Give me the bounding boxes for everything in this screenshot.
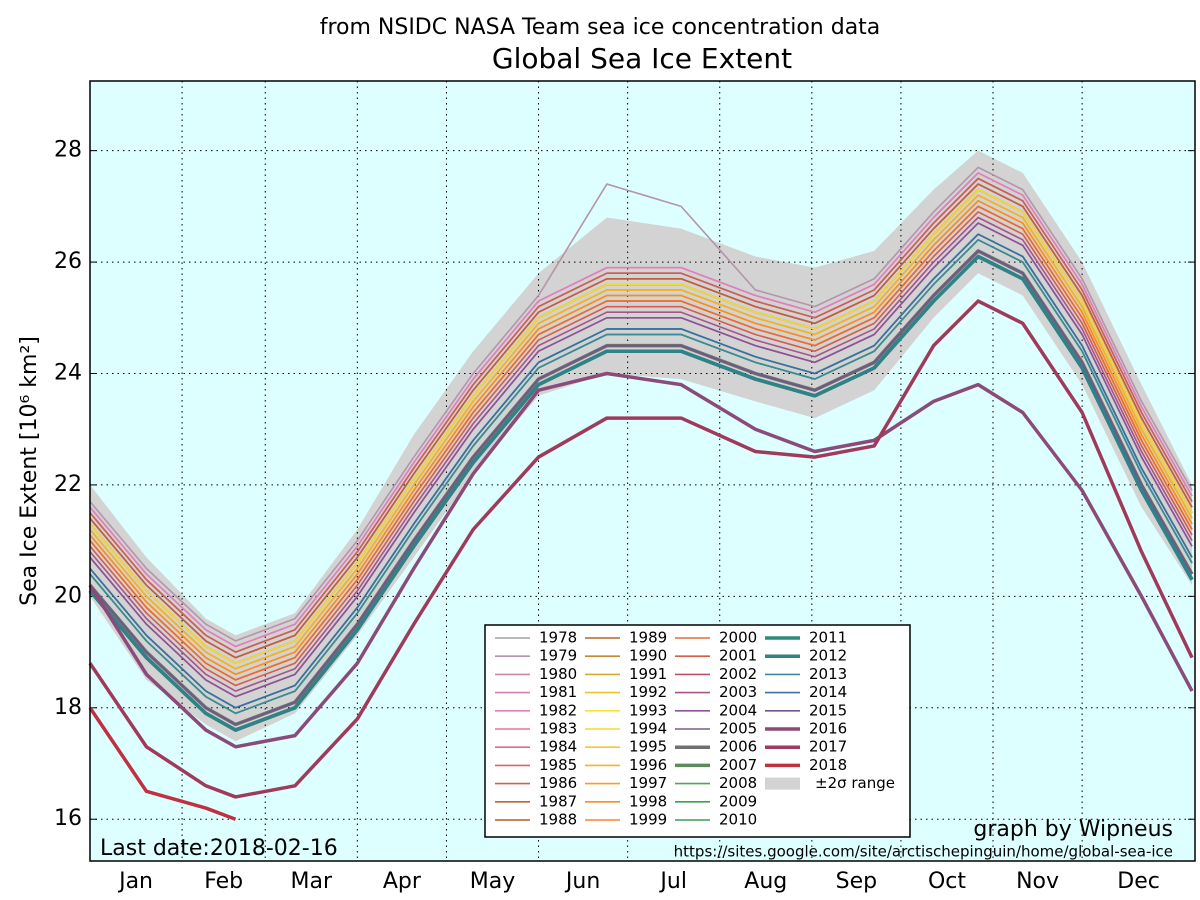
y-tick-label: 18 xyxy=(54,695,82,720)
legend-label: 1994 xyxy=(629,720,667,738)
legend-swatch xyxy=(765,777,800,790)
y-tick-label: 24 xyxy=(54,361,82,386)
legend-label: 2008 xyxy=(719,774,757,792)
legend-label: ±2σ range xyxy=(815,774,895,792)
chart-subtitle: from NSIDC NASA Team sea ice concentrati… xyxy=(320,15,881,40)
x-tick-label: Sep xyxy=(836,869,877,894)
series-line xyxy=(89,177,1193,653)
legend-label: 2000 xyxy=(719,629,757,647)
legend-label: 1997 xyxy=(629,774,667,792)
x-tick-label: Jul xyxy=(658,869,687,894)
series-line xyxy=(89,172,1193,648)
series-line xyxy=(89,194,1193,670)
series-line xyxy=(88,299,1194,799)
x-tick-label: Feb xyxy=(204,869,243,894)
series-line xyxy=(88,371,1194,749)
x-tick-label: Aug xyxy=(744,869,787,894)
series-line xyxy=(89,183,1193,659)
legend-label: 2007 xyxy=(719,756,757,774)
legend-label: 2005 xyxy=(719,720,757,738)
legend-label: 1996 xyxy=(629,756,667,774)
x-tick-label: Jun xyxy=(564,869,600,894)
x-tick-label: Apr xyxy=(383,869,422,894)
legend-label: 1986 xyxy=(539,774,577,792)
legend-label: 1988 xyxy=(539,811,577,829)
legend-label: 2017 xyxy=(809,738,847,756)
legend-label: 2006 xyxy=(719,738,757,756)
x-tick-label: Dec xyxy=(1117,869,1160,894)
legend-label: 1991 xyxy=(629,665,667,683)
legend-label: 1981 xyxy=(539,683,577,701)
legend-label: 1990 xyxy=(629,647,667,665)
series-line xyxy=(88,254,1194,732)
legend-label: 2015 xyxy=(809,701,847,719)
series-line xyxy=(89,211,1193,687)
legend-label: 1993 xyxy=(629,701,667,719)
legend-label: 2011 xyxy=(809,629,847,647)
legend-label: 1995 xyxy=(629,738,667,756)
legend-label: 1982 xyxy=(539,701,577,719)
legend-label: 2014 xyxy=(809,683,847,701)
annotation: Last date:2018-02-16 xyxy=(100,836,338,861)
legend-label: 2012 xyxy=(809,647,847,665)
legend-label: 1983 xyxy=(539,720,577,738)
series-line xyxy=(89,238,1193,715)
legend-label: 1984 xyxy=(539,738,577,756)
series-line xyxy=(89,166,1193,642)
y-axis-label: Sea Ice Extent [10⁶ km²] xyxy=(17,336,42,606)
series-line xyxy=(89,205,1193,681)
legend-label: 1999 xyxy=(629,811,667,829)
x-tick-label: Jan xyxy=(117,869,153,894)
y-tick-label: 28 xyxy=(54,138,82,163)
legend-label: 2018 xyxy=(809,756,847,774)
legend-label: 1989 xyxy=(629,629,667,647)
plot-frame xyxy=(89,80,1196,862)
series-line xyxy=(89,233,1193,709)
legend-label: 2016 xyxy=(809,720,847,738)
legend-label: 1998 xyxy=(629,792,667,810)
x-tick-label: Mar xyxy=(291,869,333,894)
legend-label: 2004 xyxy=(719,701,757,719)
series-line xyxy=(88,706,237,821)
legend-label: 2013 xyxy=(809,665,847,683)
legend-label: 2003 xyxy=(719,683,757,701)
legend-label: 1980 xyxy=(539,665,577,683)
legend-label: 2009 xyxy=(719,792,757,810)
x-tick-label: Oct xyxy=(928,869,966,894)
legend-label: 2002 xyxy=(719,665,757,683)
annotation: graph by Wipneus xyxy=(973,817,1173,842)
legend-label: 1985 xyxy=(539,756,577,774)
y-tick-label: 20 xyxy=(54,583,82,608)
y-tick-label: 26 xyxy=(54,249,82,274)
y-tick-label: 22 xyxy=(54,472,82,497)
legend-label: 2010 xyxy=(719,811,757,829)
legend-label: 2001 xyxy=(719,647,757,665)
series-line xyxy=(89,250,1193,726)
series-line xyxy=(89,199,1193,676)
chart-title: Global Sea Ice Extent xyxy=(492,42,792,75)
legend-label: 1987 xyxy=(539,792,577,810)
y-tick-label: 16 xyxy=(54,806,82,831)
x-tick-label: Nov xyxy=(1016,869,1059,894)
x-tick-label: May xyxy=(470,869,515,894)
legend-label: 1978 xyxy=(539,629,577,647)
legend-label: 1979 xyxy=(539,647,577,665)
annotation: https://sites.google.com/site/arctischep… xyxy=(674,843,1173,861)
series-line xyxy=(89,188,1193,665)
series-line xyxy=(89,222,1193,698)
series-line xyxy=(89,216,1193,692)
legend-label: 1992 xyxy=(629,683,667,701)
